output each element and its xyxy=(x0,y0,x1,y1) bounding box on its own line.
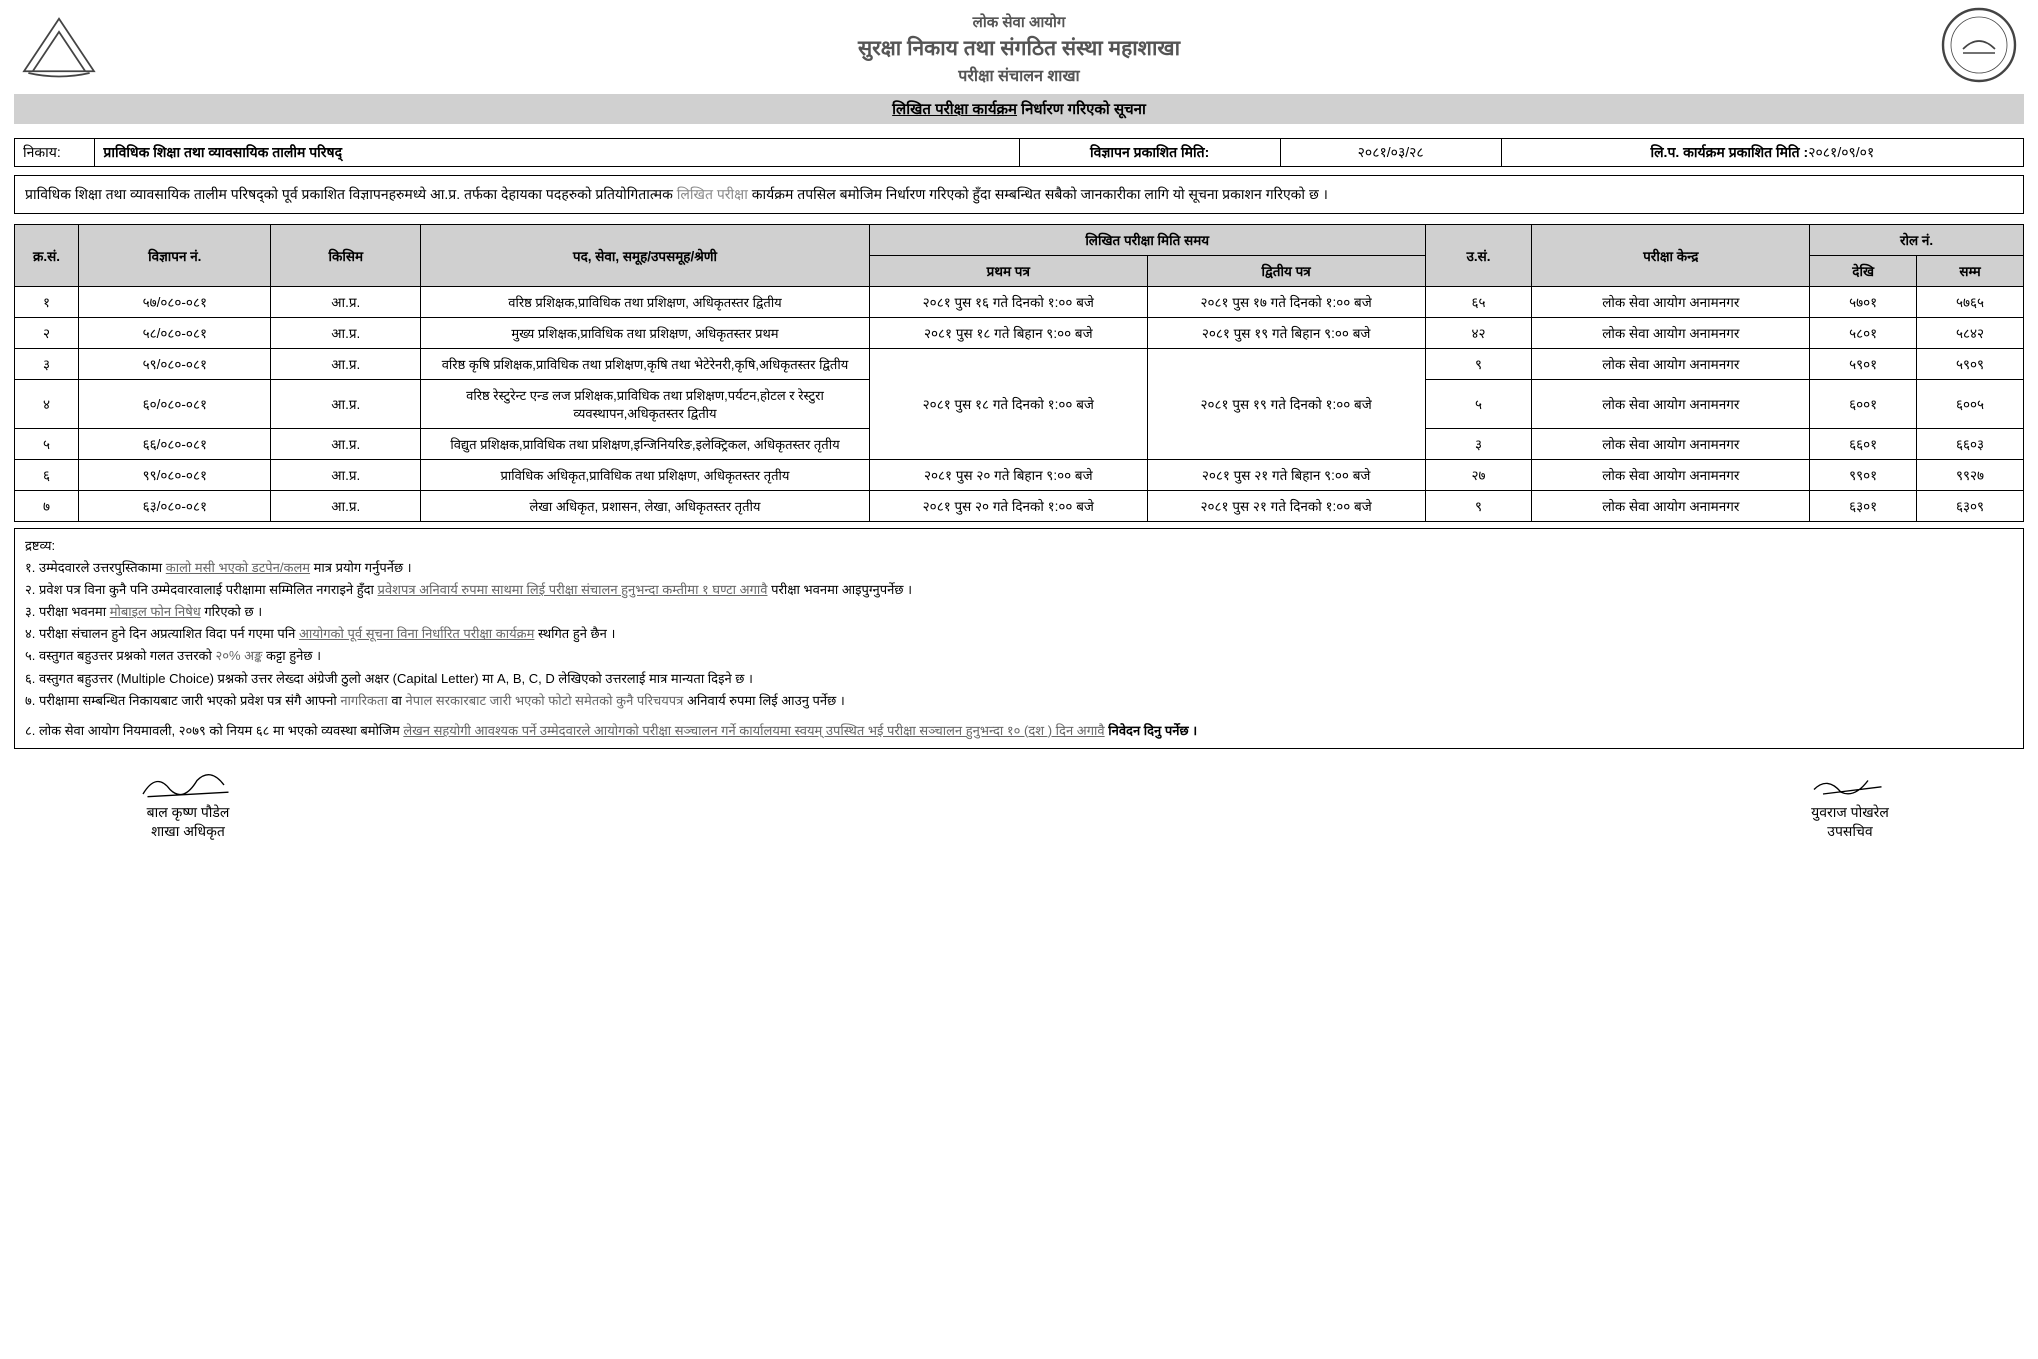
note-1: १. उम्मेदवारले उत्तरपुस्तिकामा कालो मसी … xyxy=(25,557,2013,579)
notice-post: कार्यक्रम तपसिल बमोजिम निर्धारण गरिएको ह… xyxy=(748,186,1328,202)
col-adno: विज्ञापन नं. xyxy=(79,225,271,287)
col-to: सम्म xyxy=(1917,256,2024,287)
sig-left-name: बाल कृष्ण पौडेल xyxy=(134,803,242,822)
col-type: किसिम xyxy=(271,225,421,287)
nikaya-value: प्राविधिक शिक्षा तथा व्यावसायिक तालीम पर… xyxy=(95,139,1019,167)
org-line-3: परीक्षा संचालन शाखा xyxy=(104,64,1934,86)
ad-pub-label: विज्ञापन प्रकाशित मिति: xyxy=(1019,139,1280,167)
note-2: २. प्रवेश पत्र विना कुनै पनि उम्मेदवारवा… xyxy=(25,579,2013,601)
note-3: ३. परीक्षा भवनमा मोबाइल फोन निषेध गरिएको… xyxy=(25,601,2013,623)
col-center: परीक्षा केन्द्र xyxy=(1532,225,1810,287)
header-titles: लोक सेवा आयोग सुरक्षा निकाय तथा संगठित स… xyxy=(104,10,1934,88)
signature-row: बाल कृष्ण पौडेल शाखा अधिकृत युवराज पोखरे… xyxy=(14,767,2024,841)
banner-rest: निर्धारण गरिएको सूचना xyxy=(1017,101,1146,118)
table-row: १ ५७/०८०-०८१ आ.प्र. वरिष्ठ प्रशिक्षक,प्र… xyxy=(15,287,2024,318)
exam-table-body: १ ५७/०८०-०८१ आ.प्र. वरिष्ठ प्रशिक्षक,प्र… xyxy=(15,287,2024,522)
col-count: उ.सं. xyxy=(1425,225,1532,287)
notice-accent: लिखित परीक्षा xyxy=(677,186,748,202)
ad-pub-value: २०८१/०३/२८ xyxy=(1280,139,1501,167)
sig-right-title: उपसचिव xyxy=(1796,822,1904,841)
signature-right-icon xyxy=(1796,767,1904,803)
col-p2: द्वितीय पत्र xyxy=(1147,256,1425,287)
nikaya-label: निकाय: xyxy=(15,139,95,167)
notes-box: द्रष्टव्य: १. उम्मेदवारले उत्तरपुस्तिकाम… xyxy=(14,528,2024,749)
note-6: ६. वस्तुगत बहुउत्तर (Multiple Choice) प्… xyxy=(25,668,2013,690)
table-row: ७ ६३/०८०-०८१ आ.प्र. लेखा अधिकृत, प्रशासन… xyxy=(15,491,2024,522)
signature-left: बाल कृष्ण पौडेल शाखा अधिकृत xyxy=(134,767,242,841)
org-line-2: सुरक्षा निकाय तथा संगठित संस्था महाशाखा xyxy=(104,34,1934,62)
col-sn: क्र.सं. xyxy=(15,225,79,287)
table-row: २ ५८/०८०-०८१ आ.प्र. मुख्य प्रशिक्षक,प्रा… xyxy=(15,318,2024,349)
emblem-left-icon xyxy=(14,10,104,80)
col-post: पद, सेवा, समूह/उपसमूह/श्रेणी xyxy=(421,225,870,287)
col-roll: रोल नं. xyxy=(1810,225,2024,256)
prog-pub-cell: लि.प. कार्यक्रम प्रकाशित मिति :२०८१/०९/०… xyxy=(1501,139,2023,167)
emblem-right-icon xyxy=(1934,10,2024,80)
note-7: ७. परीक्षामा सम्बन्धित निकायबाट जारी भएक… xyxy=(25,690,2013,712)
exam-table-head: क्र.सं. विज्ञापन नं. किसिम पद, सेवा, समू… xyxy=(15,225,2024,287)
notice-text: प्राविधिक शिक्षा तथा व्यावसायिक तालीम पर… xyxy=(14,175,2024,214)
table-row: ६ ९९/०८०-०८१ आ.प्र. प्राविधिक अधिकृत,प्र… xyxy=(15,460,2024,491)
note-5: ५. वस्तुगत बहुउत्तर प्रश्नको गलत उत्तरको… xyxy=(25,645,2013,667)
org-line-1: लोक सेवा आयोग xyxy=(104,12,1934,32)
notes-heading: द्रष्टव्य: xyxy=(25,535,2013,557)
exam-table: क्र.सं. विज्ञापन नं. किसिम पद, सेवा, समू… xyxy=(14,224,2024,522)
table-row: ३ ५९/०८०-०८१ आ.प्र. वरिष्ठ कृषि प्रशिक्ष… xyxy=(15,349,2024,380)
sig-left-title: शाखा अधिकृत xyxy=(134,822,242,841)
info-table: निकाय: प्राविधिक शिक्षा तथा व्यावसायिक त… xyxy=(14,138,2024,167)
col-from: देखि xyxy=(1810,256,1917,287)
signature-left-icon xyxy=(134,767,242,803)
prog-pub-label: लि.प. कार्यक्रम प्रकाशित मिति : xyxy=(1650,144,1808,160)
signature-right: युवराज पोखरेल उपसचिव xyxy=(1796,767,1904,841)
col-examtime: लिखित परीक्षा मिति समय xyxy=(869,225,1425,256)
banner-underlined: लिखित परीक्षा कार्यक्रम xyxy=(892,101,1017,118)
note-8: ८. लोक सेवा आयोग नियमावली, २०७९ को नियम … xyxy=(25,720,2013,742)
document-page: लोक सेवा आयोग सुरक्षा निकाय तथा संगठित स… xyxy=(14,10,2024,841)
notice-banner: लिखित परीक्षा कार्यक्रम निर्धारण गरिएको … xyxy=(14,94,2024,124)
note-4: ४. परीक्षा संचालन हुने दिन अप्रत्याशित व… xyxy=(25,623,2013,645)
col-p1: प्रथम पत्र xyxy=(869,256,1147,287)
notice-pre: प्राविधिक शिक्षा तथा व्यावसायिक तालीम पर… xyxy=(25,186,677,202)
sig-right-name: युवराज पोखरेल xyxy=(1796,803,1904,822)
prog-pub-value: २०८१/०९/०१ xyxy=(1808,144,1874,160)
header-row: लोक सेवा आयोग सुरक्षा निकाय तथा संगठित स… xyxy=(14,10,2024,88)
